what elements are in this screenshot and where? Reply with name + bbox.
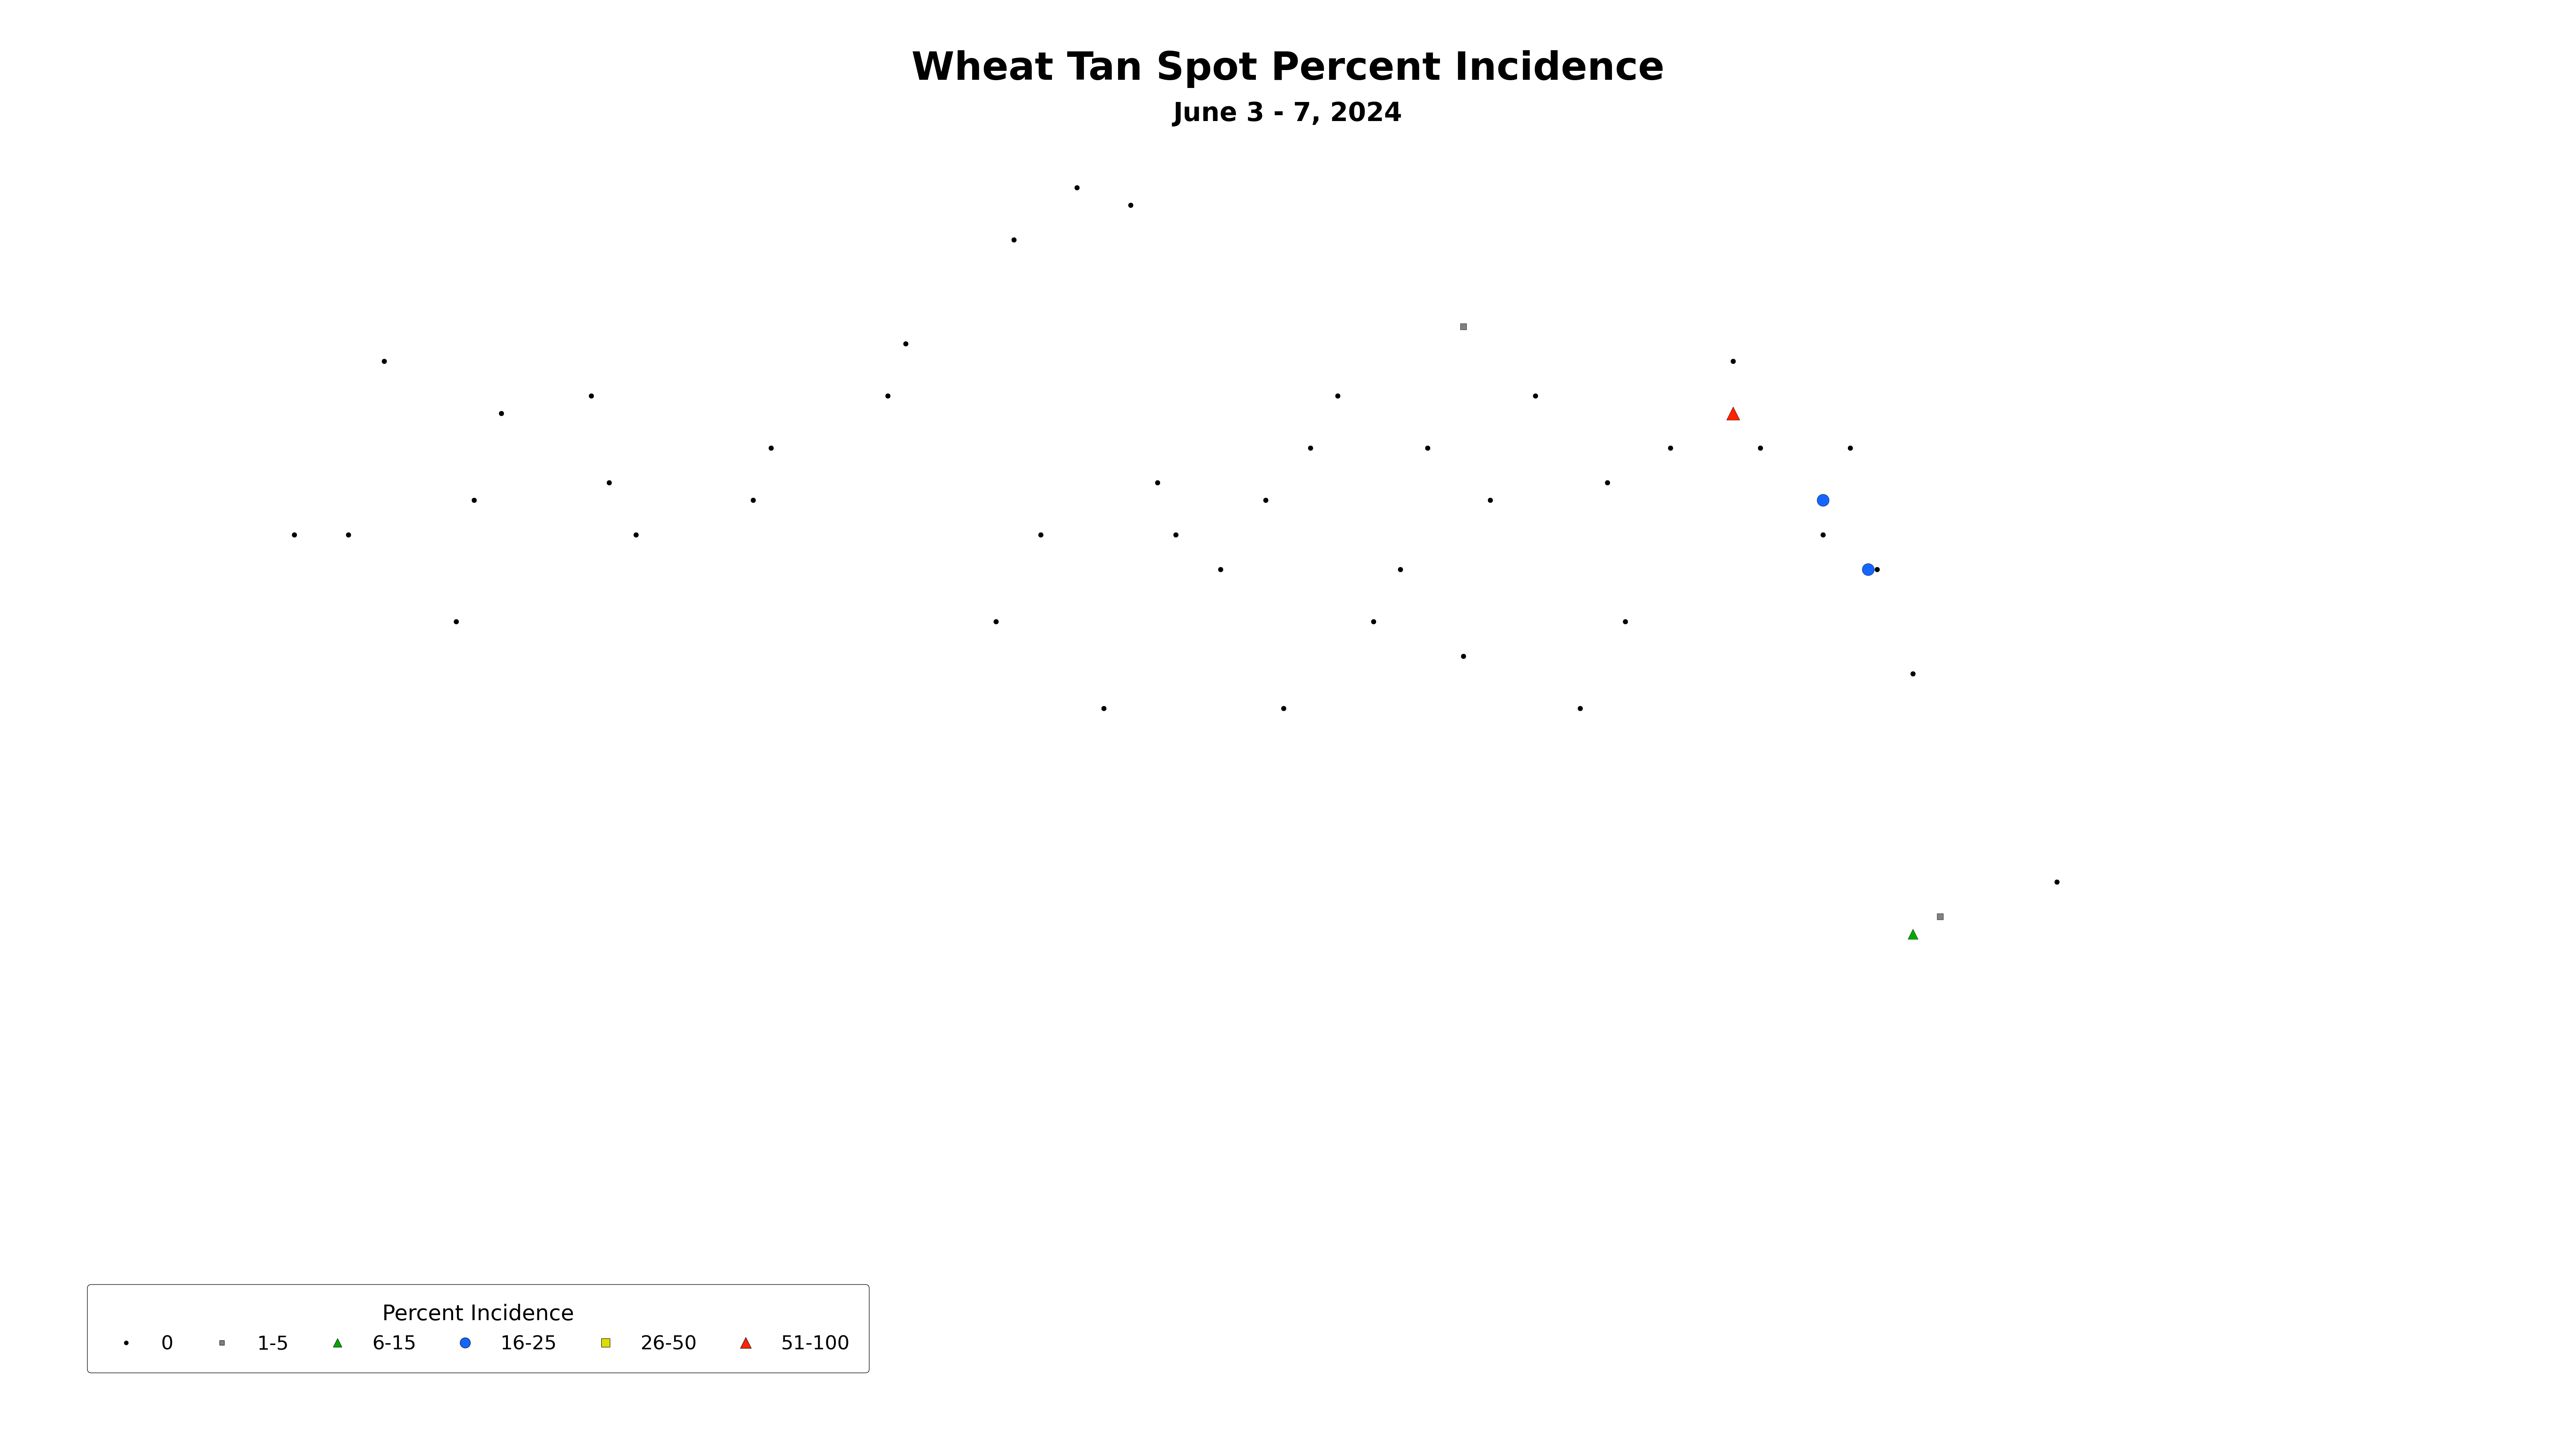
Point xyxy=(273,523,314,546)
Point xyxy=(868,384,909,408)
Point xyxy=(750,436,791,459)
Point xyxy=(1515,384,1556,408)
Point xyxy=(1893,923,1935,946)
Text: June 3 - 7, 2024: June 3 - 7, 2024 xyxy=(1175,101,1401,127)
Point xyxy=(1713,350,1754,373)
Point xyxy=(1649,436,1690,459)
Point xyxy=(1082,697,1123,720)
Point xyxy=(1558,697,1600,720)
Point xyxy=(1291,436,1332,459)
Point xyxy=(1471,488,1512,511)
Point xyxy=(363,350,404,373)
Point xyxy=(1739,436,1780,459)
Point xyxy=(1605,611,1646,634)
Point xyxy=(1056,176,1097,199)
Point xyxy=(976,611,1018,634)
Point xyxy=(587,471,629,494)
Point xyxy=(1829,436,1870,459)
Point xyxy=(2035,870,2076,893)
Point xyxy=(1919,906,1960,929)
Point xyxy=(732,488,773,511)
Point xyxy=(435,611,477,634)
Point xyxy=(1857,557,1899,580)
Point xyxy=(1316,384,1358,408)
Point xyxy=(1244,488,1285,511)
Point xyxy=(1200,557,1242,580)
Point xyxy=(453,488,495,511)
Point xyxy=(1803,523,1844,546)
Point xyxy=(1381,557,1422,580)
Legend: 0, 1-5, 6-15, 16-25, 26-50, 51-100: 0, 1-5, 6-15, 16-25, 26-50, 51-100 xyxy=(88,1284,868,1372)
Point xyxy=(1443,645,1484,668)
Point xyxy=(886,333,927,356)
Point xyxy=(616,523,657,546)
Text: Wheat Tan Spot Percent Incidence: Wheat Tan Spot Percent Incidence xyxy=(912,50,1664,88)
Point xyxy=(1020,523,1061,546)
Point xyxy=(1110,193,1151,216)
Point xyxy=(1154,523,1195,546)
Point xyxy=(327,523,368,546)
Point xyxy=(994,228,1036,251)
Point xyxy=(482,402,523,425)
Point xyxy=(1803,488,1844,511)
Point xyxy=(1136,471,1177,494)
Point xyxy=(1262,697,1303,720)
Point xyxy=(569,384,611,408)
Point xyxy=(1847,557,1888,580)
Point xyxy=(1893,662,1935,685)
Point xyxy=(1406,436,1448,459)
Point xyxy=(1587,471,1628,494)
Point xyxy=(1443,315,1484,338)
Point xyxy=(1352,611,1394,634)
Point xyxy=(1713,402,1754,425)
